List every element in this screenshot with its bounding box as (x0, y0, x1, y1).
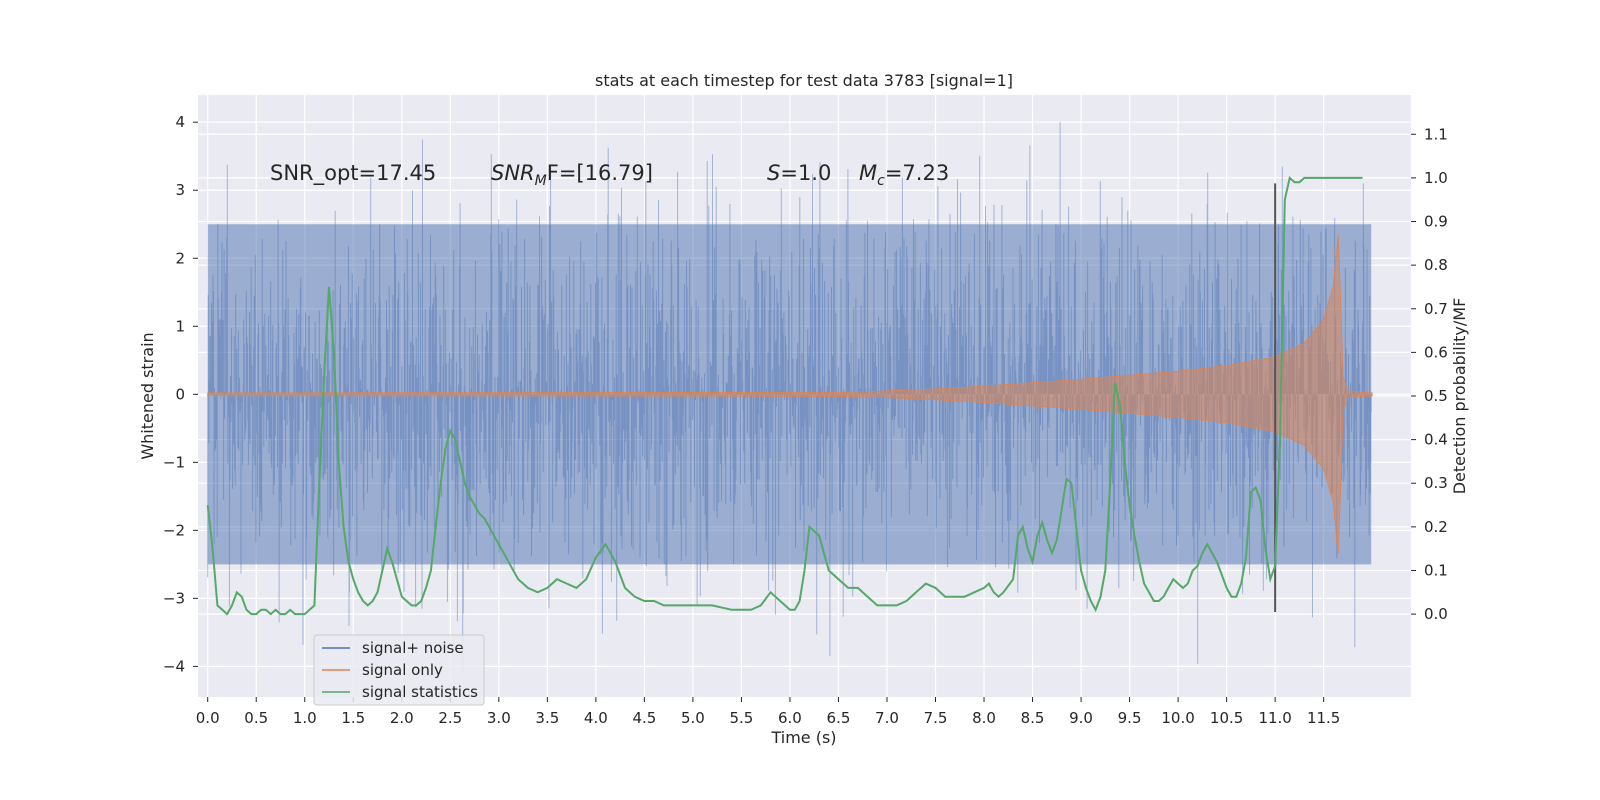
x-tick-label: 0.0 (196, 709, 220, 727)
signal-statistics-series (206, 176, 1363, 616)
annotation-mc-value: =7.23 (885, 161, 949, 185)
x-axis-label: Time (s) (770, 728, 836, 747)
x-tick-label: 6.5 (827, 709, 851, 727)
x-tick-label: 8.0 (972, 709, 996, 727)
x-tick-label: 2.5 (438, 709, 462, 727)
y2-axis-label: Detection probability/MF (1450, 298, 1469, 495)
y-axis-label: Whitened strain (138, 332, 157, 459)
x-tick-label: 5.0 (681, 709, 705, 727)
x-tick-label: 11.5 (1307, 709, 1340, 727)
y2-tick-label: 0.2 (1424, 518, 1448, 536)
annotations: SNR_opt=17.45 SNRMF=[16.79] S=1.0 Mc=7.2… (270, 161, 949, 189)
annotation-s-symbol: S (767, 161, 780, 185)
y2-tick-label: 1.1 (1424, 125, 1448, 143)
annotation-snr-mf-sub: M (535, 173, 547, 189)
x-tick-label: 10.0 (1161, 709, 1194, 727)
x-tick-label: 9.5 (1118, 709, 1142, 727)
x-tick-label: 10.5 (1210, 709, 1243, 727)
y-tick-label: 2 (175, 249, 185, 267)
x-tick-label: 7.0 (875, 709, 899, 727)
legend-label-signal-statistics: signal statistics (362, 683, 478, 701)
annotation-mc-sub: c (877, 173, 885, 189)
annotation-snr-mf-tail: F=[16.79] (547, 161, 653, 185)
legend: signal+ noise signal only signal statist… (313, 634, 485, 706)
y2-tick-label: 0.9 (1424, 213, 1448, 231)
y2-tick-label: 1.0 (1424, 169, 1448, 187)
y2-tick-label: 0.5 (1424, 387, 1448, 405)
annotation-mc-symbol: M (859, 161, 877, 185)
y2-tick-label: 0.7 (1424, 300, 1448, 318)
annotation-mc: Mc=7.23 (859, 161, 949, 189)
y-tick-label: 4 (175, 113, 185, 131)
signal-only-series (207, 234, 1373, 555)
x-tick-label: 1.0 (293, 709, 317, 727)
y-tick-label: 0 (175, 385, 185, 403)
y-tick-label: −2 (163, 521, 185, 539)
signal-envelope (207, 234, 1373, 555)
legend-box (313, 634, 485, 706)
annotation-s-value: =1.0 (780, 161, 831, 185)
y2-tick-label: 0.0 (1424, 605, 1448, 623)
y2-tick-label: 0.6 (1424, 343, 1448, 361)
chart-title: stats at each timestep for test data 378… (595, 71, 1013, 90)
x-tick-label: 4.5 (632, 709, 656, 727)
x-tick-label: 3.5 (535, 709, 559, 727)
statistics-line (206, 176, 1363, 616)
x-tick-label: 1.5 (341, 709, 365, 727)
annotation-s: S=1.0 (767, 161, 831, 185)
x-tick-label: 7.5 (924, 709, 948, 727)
x-tick-label: 9.0 (1069, 709, 1093, 727)
y2-tick-label: 0.8 (1424, 256, 1448, 274)
y2-tick-label: 0.4 (1424, 431, 1448, 449)
x-tick-label: 2.0 (390, 709, 414, 727)
y2-tick-label: 0.1 (1424, 561, 1448, 579)
x-tick-label: 4.0 (584, 709, 608, 727)
x-tick-label: 0.5 (244, 709, 268, 727)
legend-label-signal-noise: signal+ noise (362, 639, 464, 657)
annotation-snr-mf: SNRMF=[16.79] (491, 161, 653, 189)
axes: 0.0 0.5 1.0 1.5 2.0 2.5 3.0 3.5 4.0 4.5 5.0 5.5 6.0 6… (163, 113, 1448, 727)
x-tick-label: 6.0 (778, 709, 802, 727)
y-tick-label: −3 (163, 589, 185, 607)
y-tick-label: −1 (163, 453, 185, 471)
y-tick-label: −4 (163, 657, 185, 675)
legend-label-signal-only: signal only (362, 661, 443, 679)
x-tick-label: 5.5 (729, 709, 753, 727)
x-tick-label: 8.5 (1021, 709, 1045, 727)
x-tick-label: 11.0 (1258, 709, 1291, 727)
y-tick-label: 3 (175, 181, 185, 199)
annotation-snr-opt: SNR_opt=17.45 (270, 161, 436, 186)
y2-tick-label: 0.3 (1424, 474, 1448, 492)
annotation-snr-mf-base: SNR (491, 161, 535, 185)
y-tick-label: 1 (175, 317, 185, 335)
x-tick-label: 3.0 (487, 709, 511, 727)
